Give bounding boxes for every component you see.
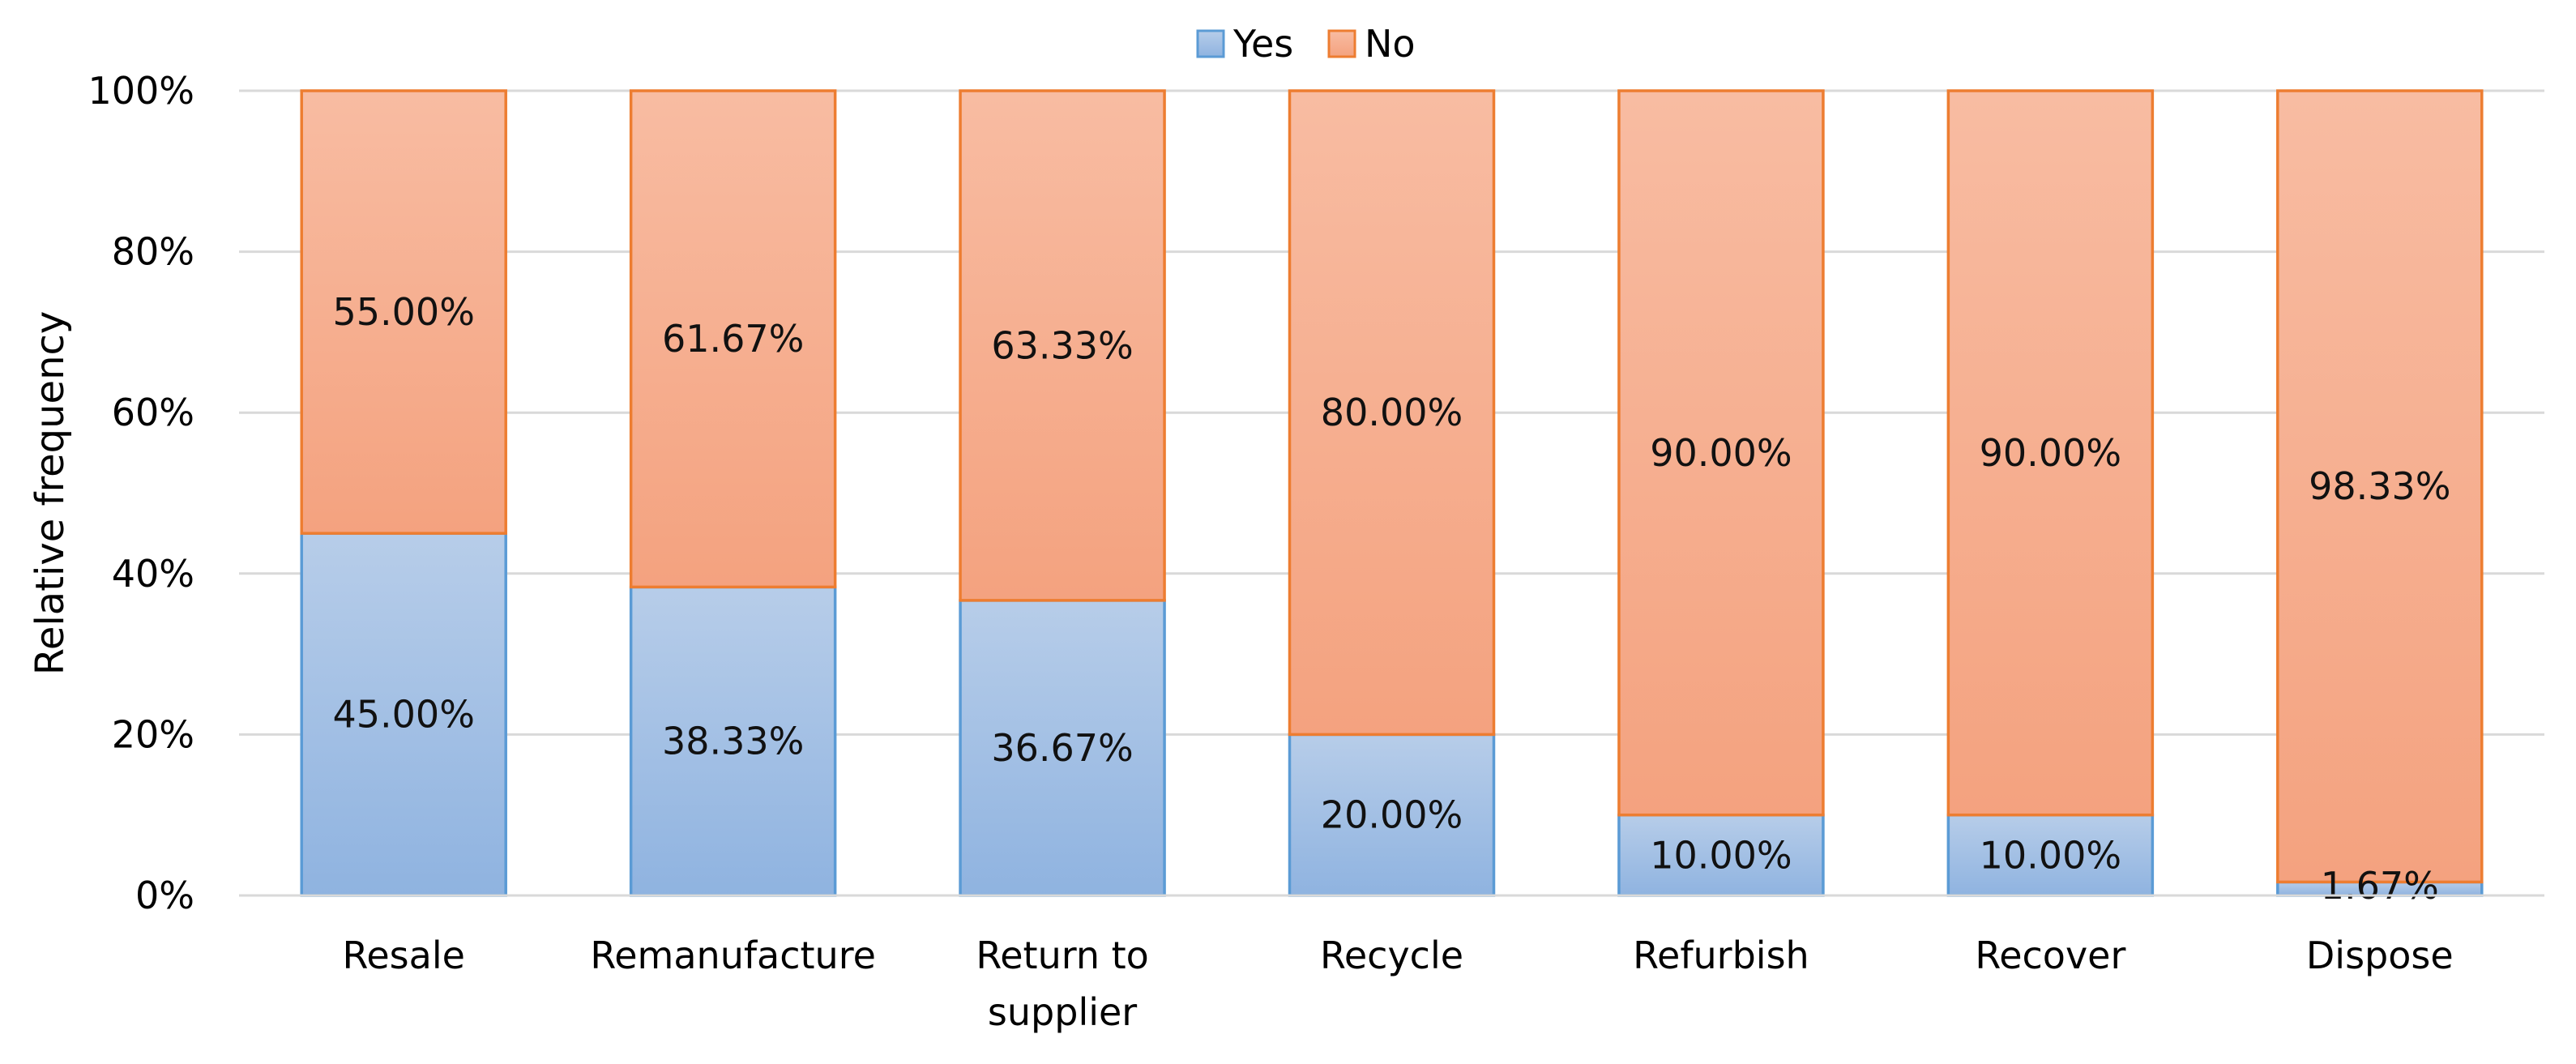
- y-axis-ticks: 0% 20% 40% 60% 80% 100%: [88, 69, 194, 917]
- bar-no-1: [629, 89, 837, 589]
- legend-label-no: No: [1365, 22, 1416, 66]
- data-label-yes: 10.00%: [1650, 833, 1792, 877]
- bar-no-5: [1946, 89, 2155, 817]
- bar-yes-4: [1617, 813, 1825, 897]
- x-tick-label: Recover: [1975, 934, 2125, 977]
- bar-no-2: [959, 89, 1166, 602]
- data-label-no: 61.67%: [662, 317, 804, 361]
- data-label-no: 63.33%: [991, 323, 1133, 367]
- y-tick-label: 20%: [112, 712, 194, 756]
- data-label-yes: 20.00%: [1321, 793, 1463, 837]
- data-labels: 45.00% 55.00% 38.33% 61.67% 36.67% 63.33% 20.0…: [333, 290, 2451, 908]
- data-label-yes: 45.00%: [333, 693, 475, 737]
- bar-no-0: [300, 89, 507, 535]
- data-label-yes: 36.67%: [991, 726, 1133, 770]
- bar-yes-3: [1288, 733, 1496, 897]
- y-tick-label: 0%: [135, 874, 194, 917]
- x-tick-label: Return to supplier: [976, 934, 1148, 1034]
- bar-yes-0: [300, 532, 507, 897]
- x-tick-label: Refurbish: [1633, 934, 1809, 977]
- y-tick-label: 60%: [112, 391, 194, 434]
- data-label-yes: 38.33%: [662, 720, 804, 763]
- data-label-no: 98.33%: [2309, 464, 2450, 508]
- bar-no-4: [1617, 89, 1825, 817]
- y-tick-label: 80%: [112, 230, 194, 274]
- data-label-no: 80.00%: [1321, 391, 1463, 434]
- legend: Yes No: [1196, 22, 1416, 66]
- x-tick-label: Resale: [342, 934, 464, 977]
- x-tick-label: Recycle: [1320, 934, 1463, 977]
- y-tick-label: 40%: [112, 552, 194, 596]
- x-axis-ticks: Resale Remanufacture Return to supplier Recy…: [342, 934, 2453, 1034]
- data-label-no: 90.00%: [1650, 431, 1792, 475]
- data-label-no: 55.00%: [333, 290, 475, 334]
- data-label-yes: 1.67%: [2321, 864, 2439, 908]
- legend-swatch-no: [1327, 29, 1356, 58]
- bar-no-3: [1288, 89, 1496, 737]
- legend-label-yes: Yes: [1232, 22, 1293, 66]
- x-tick-label: Remanufacture: [590, 934, 876, 977]
- data-label-yes: 10.00%: [1980, 833, 2121, 877]
- data-label-no: 90.00%: [1980, 431, 2121, 475]
- legend-swatch-yes: [1196, 29, 1225, 58]
- bar-no-6: [2276, 89, 2484, 884]
- x-tick-label: Dispose: [2306, 934, 2454, 977]
- y-tick-label: 100%: [88, 69, 194, 113]
- bars: [300, 89, 2484, 897]
- y-axis-title: Relative frequency: [28, 311, 73, 676]
